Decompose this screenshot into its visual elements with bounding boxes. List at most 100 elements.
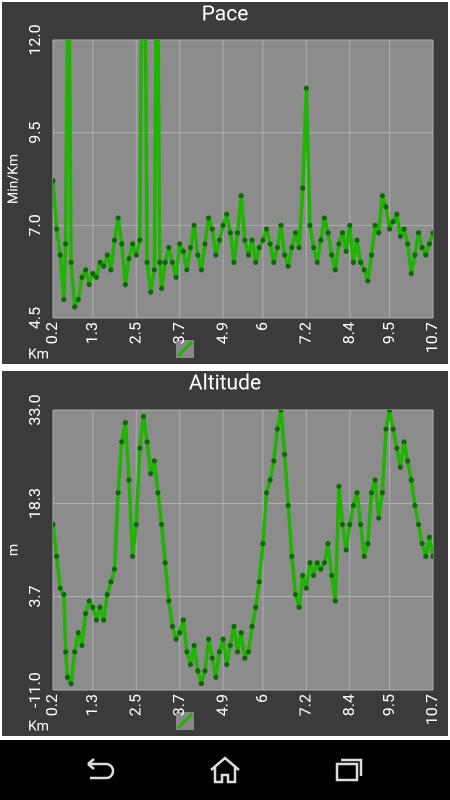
y-tick-label: 7.0 xyxy=(25,214,44,236)
toggle-icon[interactable] xyxy=(176,712,194,730)
point xyxy=(227,642,233,649)
point xyxy=(282,252,288,258)
x-tick-label: 9.5 xyxy=(379,322,398,344)
point xyxy=(137,445,143,451)
home-button[interactable] xyxy=(210,756,240,784)
point xyxy=(158,521,165,528)
point xyxy=(216,649,223,655)
recents-button[interactable] xyxy=(335,758,363,782)
point xyxy=(108,579,114,585)
point xyxy=(368,490,375,496)
point xyxy=(329,572,335,579)
point xyxy=(231,623,237,629)
point xyxy=(423,553,429,559)
point xyxy=(53,521,56,528)
point xyxy=(386,226,393,232)
point xyxy=(90,270,96,277)
point xyxy=(187,661,194,668)
point xyxy=(198,267,204,273)
x-tick-label: 10.7 xyxy=(422,322,441,353)
point xyxy=(390,426,396,432)
point xyxy=(104,591,110,598)
point xyxy=(300,572,306,579)
back-button[interactable] xyxy=(87,758,115,780)
point xyxy=(166,244,172,251)
y-tick-label: 4.5 xyxy=(25,307,44,329)
point xyxy=(148,289,154,295)
point xyxy=(394,445,400,451)
point xyxy=(79,274,85,280)
chart-title: Pace xyxy=(202,3,249,27)
x-tick-label: 1.3 xyxy=(82,322,101,344)
point xyxy=(419,244,425,251)
point xyxy=(282,451,288,458)
y-tick-label: 18.3 xyxy=(25,488,44,519)
point xyxy=(256,244,262,251)
point xyxy=(63,649,69,655)
point xyxy=(253,604,259,610)
point xyxy=(57,585,63,591)
point xyxy=(151,458,157,464)
point xyxy=(108,267,114,273)
point xyxy=(162,560,168,566)
point xyxy=(213,252,219,258)
x-tick-label: 3.7 xyxy=(169,694,188,716)
point xyxy=(274,426,280,432)
point xyxy=(75,296,81,303)
x-tick-label: 0.2 xyxy=(42,694,61,716)
point xyxy=(195,668,201,674)
point xyxy=(220,222,226,228)
point xyxy=(289,244,295,251)
point xyxy=(386,410,393,413)
point xyxy=(412,252,418,258)
point xyxy=(274,244,280,251)
point xyxy=(285,263,291,269)
point xyxy=(314,560,320,566)
toggle-icon[interactable] xyxy=(176,340,194,358)
point xyxy=(68,259,74,265)
point xyxy=(224,211,230,217)
point xyxy=(332,267,338,273)
point xyxy=(111,237,118,243)
point xyxy=(115,215,121,221)
x-tick-label: 2.5 xyxy=(125,322,144,344)
x-tick-label: 3.7 xyxy=(169,322,188,344)
point xyxy=(137,237,143,243)
point xyxy=(383,426,389,432)
point xyxy=(350,502,356,509)
point xyxy=(300,185,306,191)
y-tick-label: 3.7 xyxy=(25,585,44,607)
point xyxy=(191,642,197,649)
point xyxy=(86,598,92,604)
point xyxy=(209,226,215,232)
point xyxy=(343,547,349,553)
point xyxy=(329,252,335,258)
point xyxy=(423,252,429,258)
point xyxy=(126,256,132,262)
point xyxy=(303,85,309,91)
point xyxy=(419,541,425,547)
point xyxy=(358,259,364,265)
point xyxy=(97,604,103,610)
point xyxy=(158,285,165,291)
point xyxy=(405,241,411,247)
plot-layer xyxy=(53,410,433,687)
point xyxy=(368,252,375,258)
point xyxy=(202,668,208,674)
point xyxy=(292,230,299,236)
point xyxy=(213,674,219,680)
point xyxy=(162,259,168,265)
point xyxy=(263,490,270,496)
point xyxy=(231,259,237,265)
point xyxy=(278,222,284,228)
point xyxy=(401,226,407,232)
point xyxy=(401,439,407,445)
point xyxy=(383,204,389,210)
point xyxy=(144,439,150,445)
point xyxy=(278,410,284,413)
point xyxy=(133,252,139,258)
point xyxy=(64,674,71,680)
x-tick-label: 2.5 xyxy=(125,694,144,716)
point xyxy=(292,591,299,598)
point xyxy=(57,252,63,258)
